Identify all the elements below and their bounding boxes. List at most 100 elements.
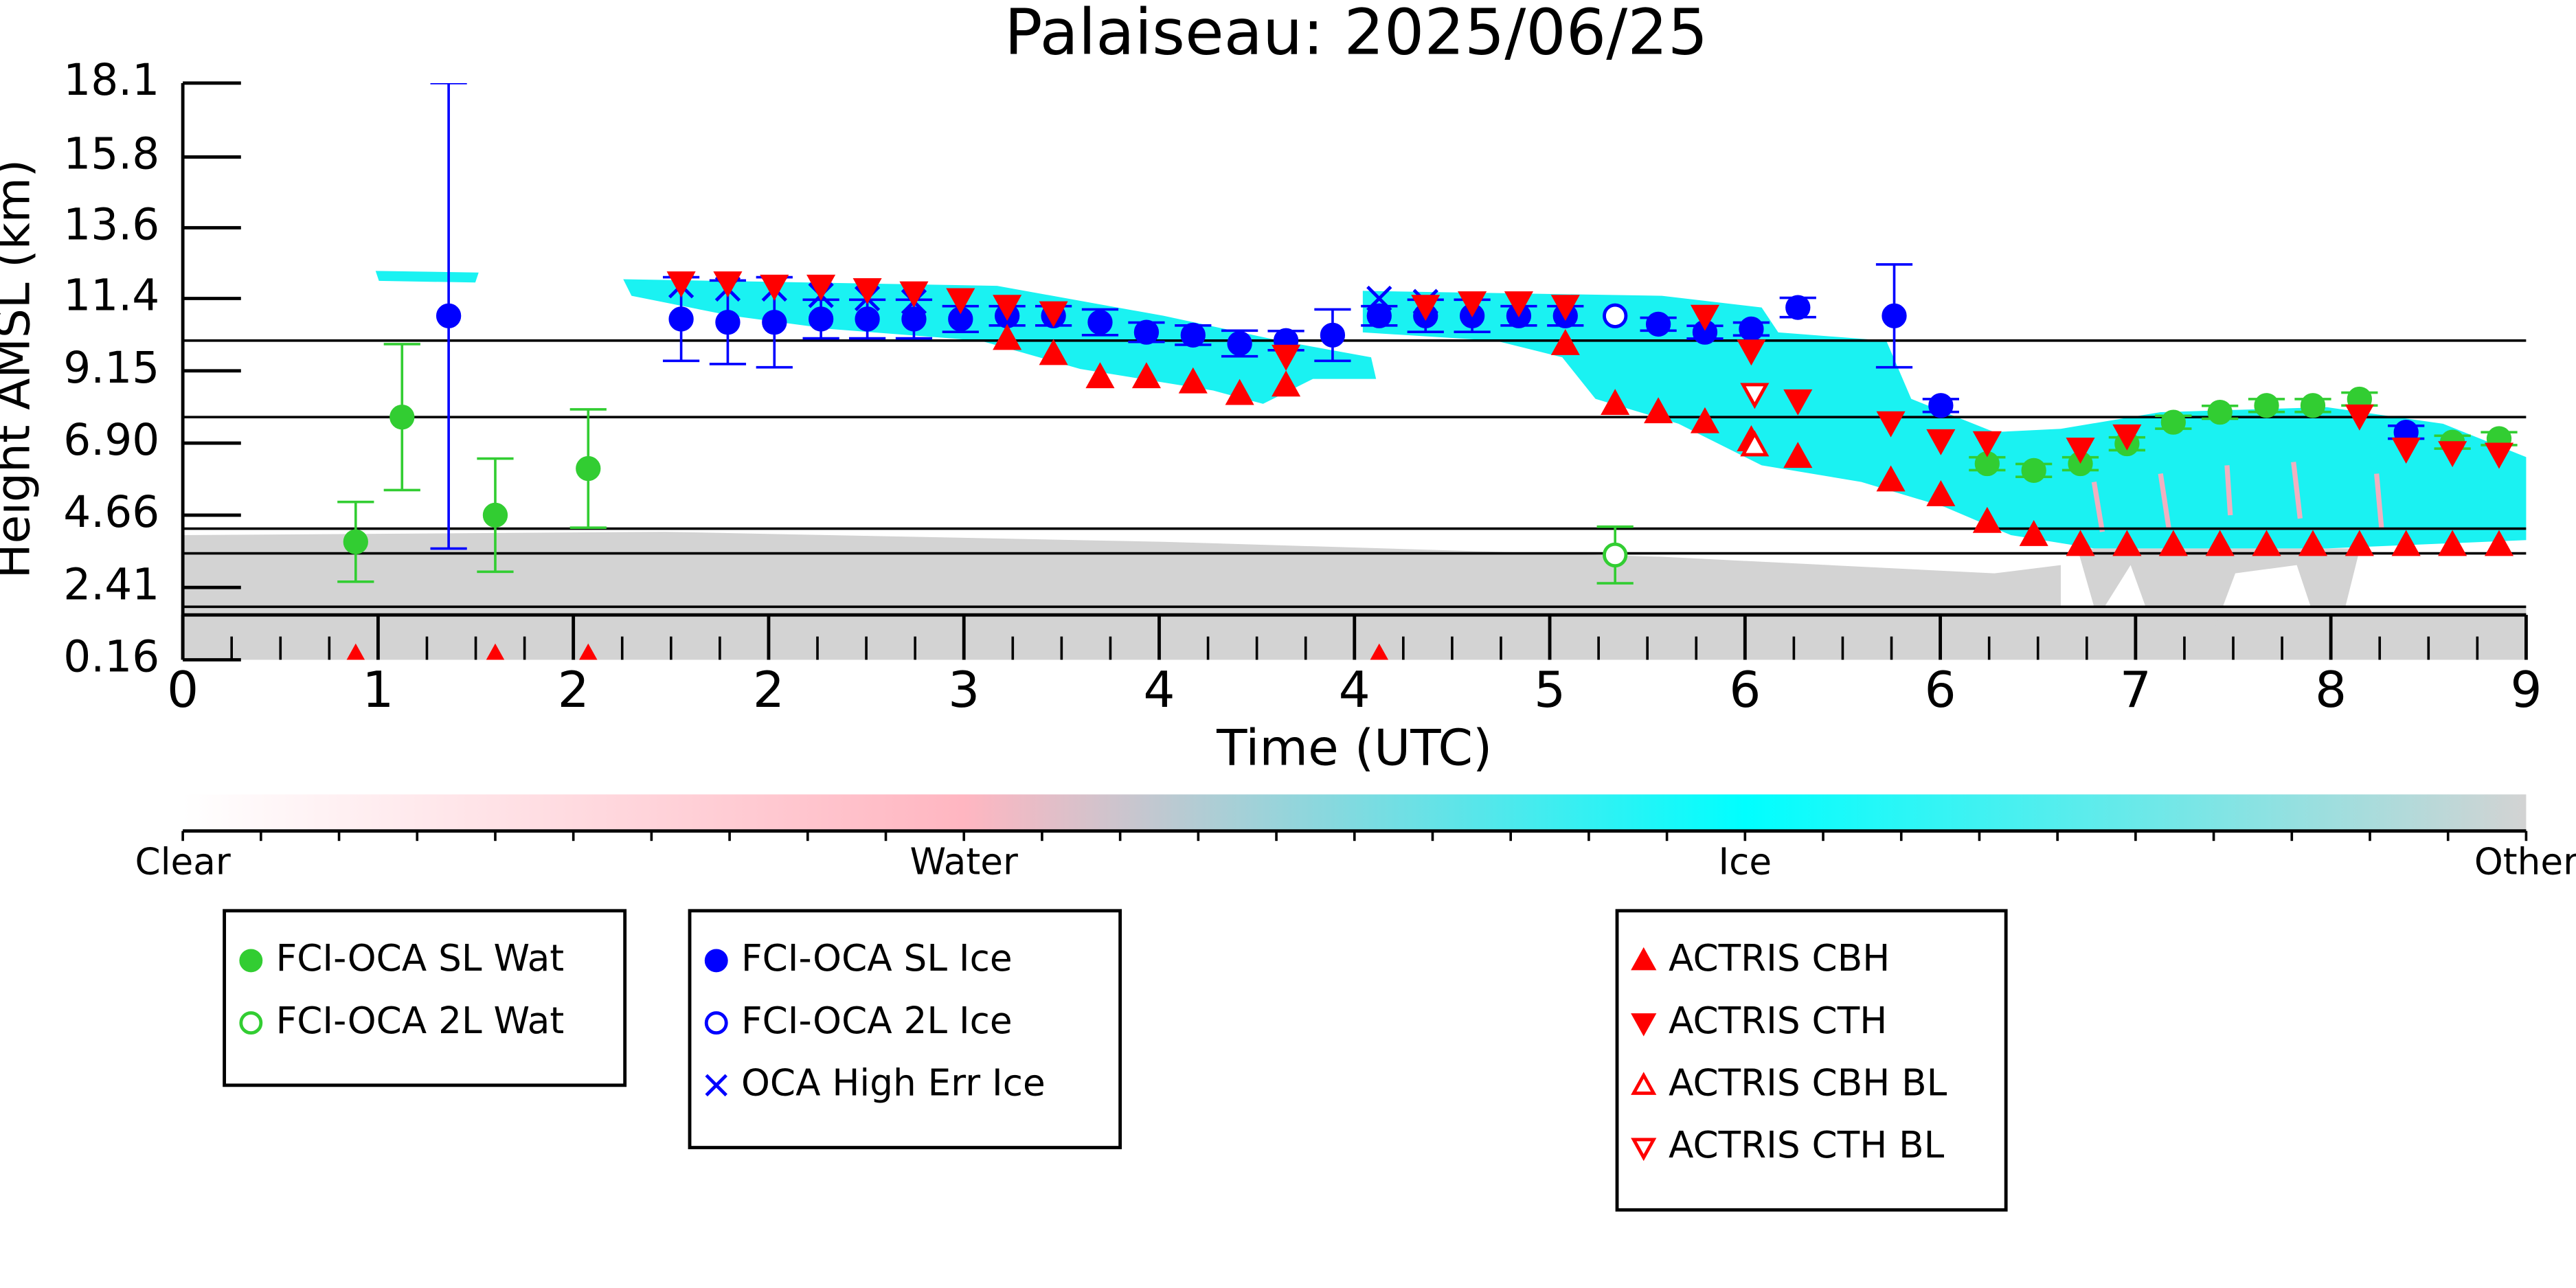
y-tick-label: 6.90 (63, 415, 159, 465)
marker (1272, 370, 1301, 397)
legend-label: OCA High Err Ice (741, 1061, 1046, 1104)
marker (2484, 442, 2514, 469)
colorbar-label: Clear (135, 841, 231, 883)
legend-label: ACTRIS CTH BL (1669, 1124, 1945, 1166)
marker (993, 324, 1022, 350)
marker (1366, 303, 1392, 328)
marker (1131, 362, 1161, 389)
marker (1601, 389, 1630, 415)
x-tick-label: 0 (167, 662, 199, 719)
marker (1087, 309, 1113, 335)
marker (1631, 1013, 1657, 1037)
marker (1550, 295, 1580, 321)
marker (993, 295, 1022, 321)
classification-background (183, 271, 2527, 660)
x-tick-label: 6 (1729, 662, 1761, 719)
marker (1928, 393, 1954, 418)
marker (2019, 519, 2048, 546)
legend-label: ACTRIS CBH BL (1669, 1061, 1947, 1104)
marker (2021, 457, 2046, 484)
marker (946, 288, 975, 315)
marker (2300, 393, 2326, 418)
marker (2391, 438, 2421, 464)
marker (1366, 285, 1392, 312)
marker (1133, 319, 1160, 345)
axes: 0.16 2.41 4.66 6.90 9.15 11.4 13.6 15.8 18.1 0 1 2 2… (63, 55, 2542, 719)
marker (1603, 303, 1628, 328)
colorbar-gradient (183, 794, 2527, 831)
marker (2158, 530, 2188, 556)
marker (1876, 465, 1906, 492)
y-tick-label: 18.1 (63, 55, 159, 105)
marker (1272, 344, 1301, 371)
marker (2345, 404, 2374, 431)
x-tick-label: 4 (1339, 662, 1370, 719)
colorbar-label: Other (2474, 841, 2576, 883)
marker (1737, 339, 1766, 366)
marker (1504, 291, 1533, 318)
marker (239, 1011, 263, 1035)
marker (2345, 530, 2374, 556)
marker (1690, 407, 1719, 433)
marker (1180, 322, 1206, 348)
y-tick-label: 4.66 (63, 487, 159, 537)
marker (239, 949, 263, 973)
marker (1411, 295, 1440, 321)
marker (1178, 367, 1208, 394)
marker (1926, 429, 1956, 455)
marker (2205, 530, 2235, 556)
x-tick-label: 9 (2510, 662, 2542, 719)
ice-region (1362, 291, 2527, 549)
legend-label: ACTRIS CBH (1669, 937, 1890, 980)
colorbar: Clear Water Ice Other (135, 794, 2576, 883)
marker (1739, 316, 1764, 342)
water-speckle (2091, 462, 2384, 532)
marker (1876, 411, 1906, 438)
marker (1603, 542, 1628, 568)
ice-region (375, 271, 479, 283)
marker (2254, 393, 2279, 418)
marker (2112, 424, 2142, 451)
marker (1458, 291, 1487, 318)
marker (389, 405, 415, 430)
legend-label: FCI-OCA SL Wat (276, 937, 565, 980)
marker (1550, 329, 1580, 355)
marker (1644, 397, 1673, 424)
marker (1039, 339, 1068, 365)
marker (436, 303, 462, 328)
marker (579, 643, 598, 660)
marker (855, 306, 880, 332)
x-tick-label: 3 (948, 662, 980, 719)
marker (576, 455, 601, 482)
marker (668, 306, 694, 332)
marker (482, 502, 508, 528)
marker (2438, 441, 2467, 468)
marker (1882, 303, 1907, 328)
colorbar-label: Water (910, 841, 1018, 883)
other-region (2077, 548, 2360, 648)
marker (1783, 389, 1813, 416)
marker (2160, 409, 2186, 435)
marker (1783, 442, 1813, 468)
marker (343, 529, 368, 554)
marker (1740, 430, 1770, 457)
marker (1631, 1072, 1657, 1095)
marker (2252, 530, 2281, 556)
marker (704, 1011, 728, 1035)
x-tick-label: 4 (1143, 662, 1175, 719)
y-tick-label: 2.41 (63, 559, 159, 609)
y-tick-label: 13.6 (63, 200, 159, 250)
marker (806, 274, 836, 301)
marker (715, 309, 741, 335)
colorbar-label: Ice (1718, 841, 1772, 883)
marker (808, 306, 834, 332)
marker (1631, 1138, 1657, 1162)
marker (1785, 295, 1811, 320)
marker (2298, 530, 2328, 556)
marker (760, 274, 789, 301)
x-tick-label: 5 (1534, 662, 1566, 719)
marker (2112, 530, 2142, 556)
marker (899, 281, 929, 308)
marker (2391, 530, 2421, 556)
